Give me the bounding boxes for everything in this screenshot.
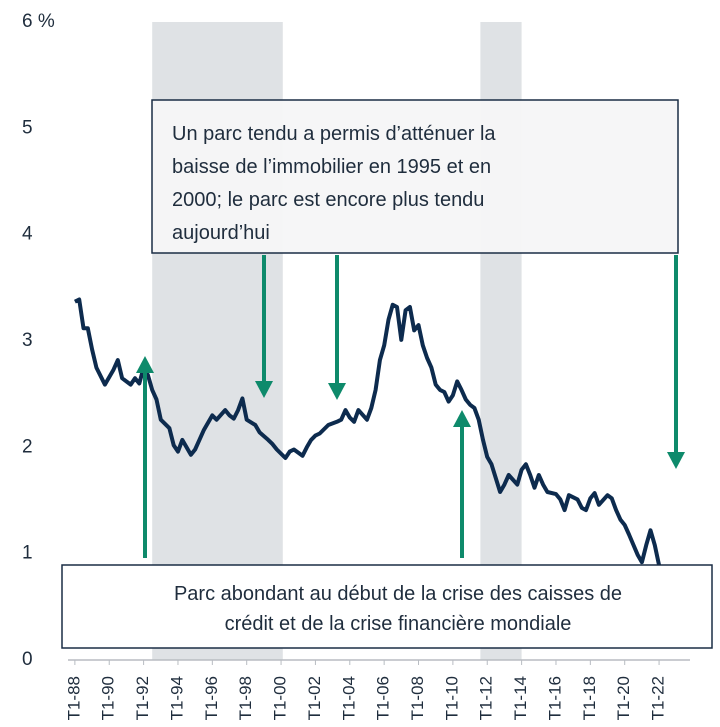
- x-tick-label: T1-14: [511, 676, 530, 720]
- plot-layer: 0 1 2 3 4 5 6 % T1-88 T1-90 T1-92 T1-94 T1-96 T1-98 T…: [22, 11, 690, 720]
- annotation-text: Parc abondant au début de la crise des c…: [174, 583, 622, 605]
- annotation-text: 2000; le parc est encore plus tendu: [172, 189, 484, 211]
- x-tick-label: T1-04: [339, 676, 358, 720]
- annotation-text: aujourd’hui: [172, 222, 270, 244]
- arrow-head: [136, 356, 154, 373]
- x-tick-label: T1-90: [99, 676, 118, 720]
- data-line: [73, 297, 662, 566]
- x-tick-label: T1-00: [271, 676, 290, 720]
- x-tick-label: T1-88: [64, 676, 83, 720]
- x-tick-label: T1-18: [580, 676, 599, 720]
- x-tick-label: T1-96: [202, 676, 221, 720]
- arrow-head: [255, 381, 273, 398]
- x-tick-label: T1-08: [408, 676, 427, 720]
- y-tick-label: 4: [22, 224, 33, 245]
- arrow-head: [667, 452, 685, 469]
- y-tick-label: 1: [22, 543, 33, 564]
- y-tick-label: 3: [22, 330, 33, 351]
- arrows: [136, 255, 685, 558]
- x-tick-label: T1-98: [236, 676, 255, 720]
- arrow-head: [328, 383, 346, 400]
- x-tick-label: T1-92: [133, 676, 152, 720]
- x-tick-label: T1-16: [545, 676, 564, 720]
- y-tick-label: 2: [22, 436, 33, 457]
- annotation-text: crédit et de la crise financière mondial…: [225, 613, 572, 635]
- x-tick-label: T1-10: [442, 676, 461, 720]
- annotation-box: [151, 99, 679, 254]
- y-tick-label: 6 %: [22, 11, 55, 32]
- x-tick-label: T1-94: [167, 676, 186, 720]
- x-tick-label: T1-06: [374, 676, 393, 720]
- y-tick-label: 0: [22, 649, 33, 670]
- x-tick-label: T1-22: [649, 676, 668, 720]
- y-tick-label: 5: [22, 117, 33, 138]
- annotation-box: [61, 564, 713, 649]
- x-tick-label: T1-12: [477, 676, 496, 720]
- x-tick-label: T1-20: [614, 676, 633, 720]
- annotation-text: baisse de l’immobilier en 1995 et en: [172, 156, 491, 178]
- arrow-head: [453, 410, 471, 427]
- annotations: Un parc tendu a permis d’atténuer la bais…: [172, 123, 622, 635]
- annotation-text: Un parc tendu a permis d’atténuer la: [172, 123, 496, 145]
- x-tick-label: T1-02: [305, 676, 324, 720]
